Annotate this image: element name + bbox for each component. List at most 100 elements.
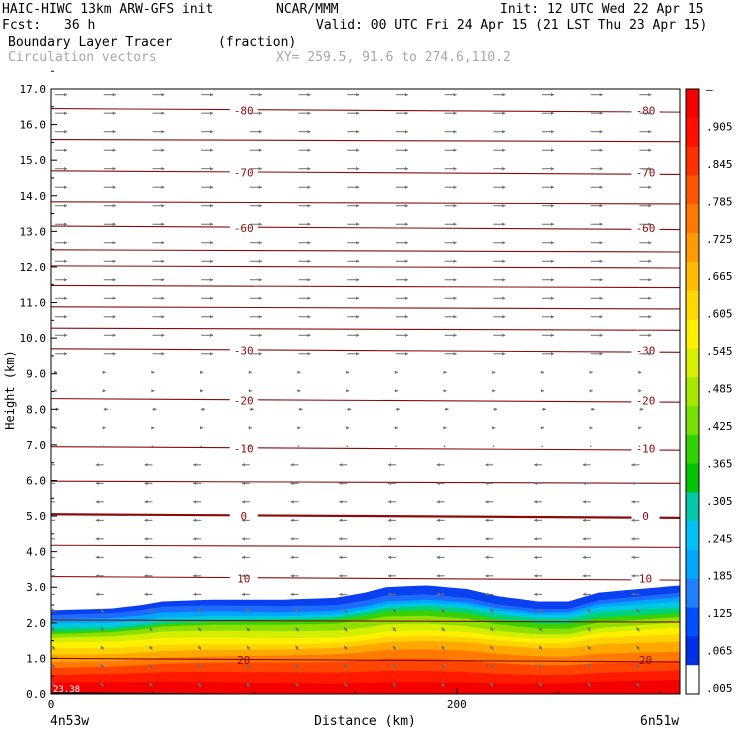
vector-arrowhead bbox=[112, 259, 116, 263]
colorbar-label: .425 bbox=[706, 420, 733, 433]
vector-arrowhead bbox=[441, 664, 445, 668]
vector-arrowhead bbox=[550, 333, 555, 337]
vector-arrowhead bbox=[648, 278, 652, 282]
vector-arrowhead bbox=[295, 608, 299, 613]
vector-arrowhead bbox=[258, 352, 262, 356]
circulation-vector bbox=[151, 445, 154, 448]
vector-arrowhead bbox=[631, 592, 635, 597]
colorbar-label: .005 bbox=[706, 682, 733, 695]
vector-arrowhead bbox=[198, 682, 202, 687]
vector-arrowhead bbox=[494, 407, 498, 411]
vector-arrowhead bbox=[436, 500, 440, 504]
vector-arrowhead bbox=[52, 682, 56, 687]
vector-arrowhead bbox=[307, 241, 311, 245]
vector-arrowhead bbox=[149, 608, 153, 613]
colorbar-segment bbox=[686, 348, 699, 378]
vector-arrowhead bbox=[210, 185, 214, 189]
vector-arrowhead bbox=[241, 574, 245, 578]
vector-arrowhead bbox=[648, 315, 652, 319]
vector-arrowhead bbox=[258, 148, 262, 152]
vector-arrowhead bbox=[599, 278, 603, 282]
vector-arrowhead bbox=[112, 185, 116, 189]
vector-arrowhead bbox=[648, 148, 652, 152]
vector-arrowhead bbox=[648, 222, 652, 226]
vector-arrowhead bbox=[258, 130, 262, 134]
vector-arrowhead bbox=[297, 389, 301, 393]
vector-arrowhead bbox=[258, 241, 262, 245]
vector-arrowhead bbox=[112, 296, 116, 300]
vector-arrowhead bbox=[95, 574, 99, 578]
vector-arrowhead bbox=[297, 370, 301, 374]
vector-arrowhead bbox=[453, 315, 457, 319]
colorbar-segment bbox=[686, 434, 699, 465]
vector-arrowhead bbox=[144, 500, 148, 504]
y-tick-label: 9.0 bbox=[26, 368, 46, 381]
isotherm-line bbox=[51, 201, 680, 205]
vector-arrowhead bbox=[492, 389, 496, 393]
vector-arrowhead bbox=[258, 259, 262, 263]
vector-arrowhead bbox=[198, 664, 202, 668]
vector-arrowhead bbox=[599, 222, 603, 226]
vector-arrowhead bbox=[63, 204, 68, 208]
circulation-vector bbox=[589, 445, 592, 448]
isotherm-label: -20 bbox=[636, 394, 656, 407]
vector-arrowhead bbox=[151, 370, 155, 374]
vector-arrowhead bbox=[63, 222, 68, 226]
vector-arrowhead bbox=[112, 278, 116, 282]
vector-arrowhead bbox=[339, 463, 343, 467]
vector-arrowhead bbox=[144, 592, 148, 597]
y-tick-label: 12.0 bbox=[20, 261, 47, 274]
vector-arrowhead bbox=[587, 608, 591, 613]
vector-arrowhead bbox=[47, 537, 50, 540]
forecast-label: Fcst: bbox=[2, 18, 42, 33]
vector-arrowhead bbox=[210, 167, 214, 171]
vector-arrowhead bbox=[392, 627, 397, 631]
vector-arrowhead bbox=[640, 407, 644, 411]
vector-arrowhead bbox=[394, 426, 398, 430]
y-tick-label: 2.0 bbox=[26, 617, 46, 630]
isotherm-label: 10 bbox=[237, 572, 250, 585]
isotherm-line bbox=[51, 306, 680, 310]
vector-arrowhead bbox=[441, 682, 445, 687]
vector-arrowhead bbox=[599, 93, 603, 97]
isotherm-line bbox=[51, 249, 680, 253]
vector-arrowhead bbox=[502, 352, 506, 356]
vector-arrowhead bbox=[161, 241, 165, 245]
vector-arrowhead bbox=[356, 259, 360, 263]
vector-arrowhead bbox=[534, 481, 538, 485]
vector-arrowhead bbox=[404, 315, 408, 319]
vector-arrowhead bbox=[356, 167, 360, 171]
vector-arrowhead bbox=[161, 259, 165, 263]
y-axis-title: Height (km) bbox=[3, 350, 17, 429]
vector-arrowhead bbox=[453, 352, 457, 356]
vector-arrowhead bbox=[210, 352, 214, 356]
vector-arrowhead bbox=[246, 645, 251, 650]
vector-arrowhead bbox=[248, 370, 252, 374]
vector-arrowhead bbox=[599, 333, 603, 337]
y-tick-label: 8.0 bbox=[26, 403, 46, 416]
vector-arrowhead bbox=[441, 645, 445, 650]
y-tick-label: 0.0 bbox=[26, 688, 46, 701]
colorbar-label: .785 bbox=[706, 195, 733, 208]
vector-arrowhead bbox=[404, 241, 408, 245]
vector-arrowhead bbox=[104, 407, 108, 411]
vector-arrowhead bbox=[453, 333, 457, 337]
vector-arrowhead bbox=[453, 278, 457, 282]
vector-arrowhead bbox=[638, 389, 642, 393]
vector-arrowhead bbox=[550, 185, 555, 189]
circulation-vector bbox=[102, 445, 105, 448]
vector-arrowhead bbox=[193, 555, 197, 560]
vector-arrowhead bbox=[404, 352, 408, 356]
vector-arrowhead bbox=[550, 259, 555, 263]
colorbar-label: .845 bbox=[706, 158, 733, 171]
circulation-vector bbox=[346, 445, 349, 448]
vector-arrowhead bbox=[589, 426, 593, 430]
vector-arrowhead bbox=[534, 518, 538, 523]
vector-arrowhead bbox=[648, 204, 652, 208]
isotherm-label-bg bbox=[631, 510, 660, 523]
vector-arrowhead bbox=[307, 296, 311, 300]
vector-arrowhead bbox=[193, 500, 197, 504]
vector-arrowhead bbox=[648, 111, 652, 115]
vector-arrowhead bbox=[453, 185, 457, 189]
vector-arrowhead bbox=[52, 608, 56, 613]
